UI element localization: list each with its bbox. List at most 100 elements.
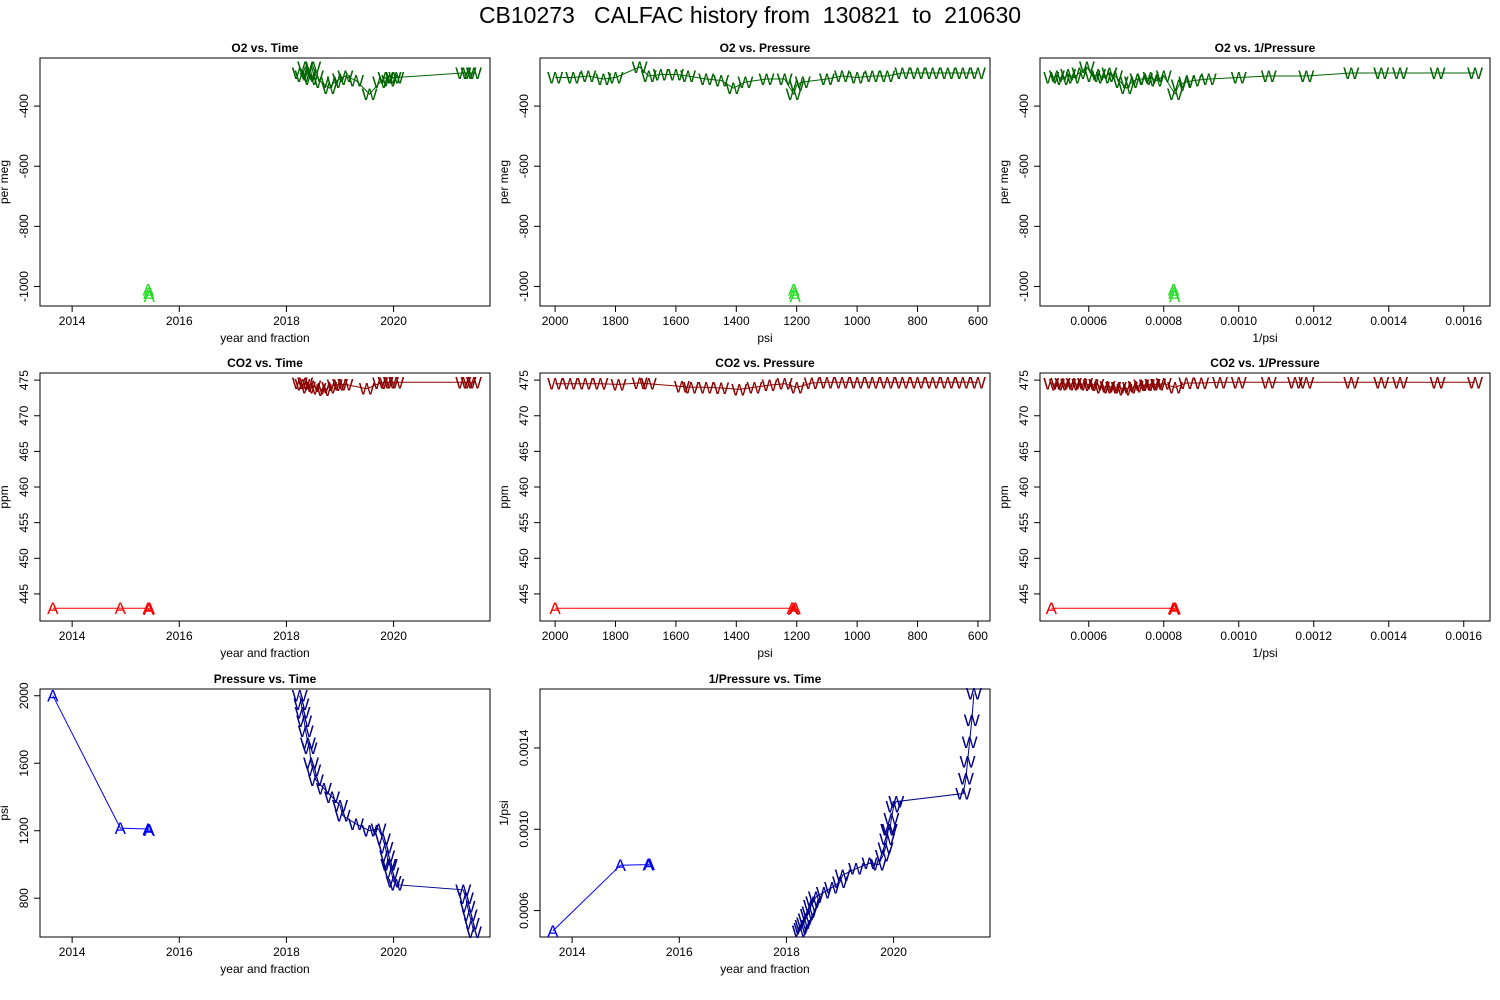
data-point-A: A xyxy=(115,819,127,838)
x-tick-label: 1600 xyxy=(663,629,690,643)
data-point-W: W xyxy=(379,847,395,866)
y-tick-label: 800 xyxy=(17,888,31,908)
data-point-W: W xyxy=(547,375,563,394)
x-tick-label: 2014 xyxy=(59,945,86,959)
data-point-W: W xyxy=(1373,64,1389,83)
data-point-W: W xyxy=(804,374,820,393)
data-point-W: W xyxy=(894,373,910,392)
x-axis-label: psi xyxy=(757,331,772,345)
x-axis-label: 1/psi xyxy=(1252,646,1277,660)
data-point-W: W xyxy=(316,780,332,799)
y-axis-label: ppm xyxy=(497,485,511,508)
series-line-W xyxy=(555,381,978,390)
data-point-W: W xyxy=(305,761,321,780)
data-point-W: W xyxy=(361,85,377,104)
data-point-W: W xyxy=(293,695,309,714)
x-tick-label: 0.0006 xyxy=(1070,629,1107,643)
x-tick-label: 1800 xyxy=(602,314,629,328)
data-point-W: W xyxy=(955,64,971,83)
data-point-W: W xyxy=(297,58,313,77)
data-point-W: W xyxy=(1043,69,1059,88)
data-point-W: W xyxy=(864,373,880,392)
data-point-W: W xyxy=(337,67,353,86)
data-point-W: W xyxy=(1094,378,1110,397)
x-tick-label: 2018 xyxy=(773,945,800,959)
data-point-W: W xyxy=(461,64,477,83)
data-point-A: A xyxy=(643,855,655,874)
data-point-W: W xyxy=(466,373,482,392)
y-tick-label: 460 xyxy=(517,477,531,497)
data-point-W: W xyxy=(300,734,316,753)
x-tick-label: 0.0012 xyxy=(1295,629,1332,643)
y-tick-label: -400 xyxy=(17,94,31,118)
data-point-W: W xyxy=(1201,70,1217,89)
x-tick-label: 2014 xyxy=(59,314,86,328)
data-point-W: W xyxy=(308,67,324,86)
data-point-W: W xyxy=(1171,76,1187,95)
x-tick-label: 2020 xyxy=(380,314,407,328)
data-point-W: W xyxy=(301,739,317,758)
chart-title: O2 vs. Time xyxy=(231,41,298,55)
data-point-W: W xyxy=(955,373,971,392)
x-tick-label: 1600 xyxy=(663,314,690,328)
data-point-W: W xyxy=(1101,64,1117,83)
x-tick-label: 2000 xyxy=(542,629,569,643)
data-point-W: W xyxy=(462,906,478,925)
chart-panel: O2 vs. Pressure psi per meg 2000 1800 1600 140… xyxy=(497,41,991,345)
plot-frame xyxy=(1039,372,1491,622)
series-line-A xyxy=(552,863,650,932)
data-point-W: W xyxy=(641,67,657,86)
data-point-W: W xyxy=(713,72,729,91)
data-point-W: W xyxy=(861,854,877,873)
data-point-W: W xyxy=(464,915,480,934)
y-axis-label: per meg xyxy=(497,160,511,204)
data-point-W: W xyxy=(383,864,399,883)
data-point-A: A xyxy=(1169,287,1181,306)
data-point-W: W xyxy=(386,872,402,891)
data-point-W: W xyxy=(300,378,316,397)
data-point-W: W xyxy=(461,373,477,392)
data-point-W: W xyxy=(1054,375,1070,394)
chart-panel: 1/Pressure vs. Time year and fraction 1/ps… xyxy=(497,672,991,976)
data-point-A: A xyxy=(788,600,800,619)
data-point-W: W xyxy=(879,830,895,849)
data-point-W: W xyxy=(592,375,608,394)
y-axis-label: psi xyxy=(0,805,11,820)
data-point-W: W xyxy=(1148,72,1164,91)
x-tick-label: 0.0006 xyxy=(1070,314,1107,328)
data-point-W: W xyxy=(1118,79,1134,98)
data-point-W: W xyxy=(321,79,337,98)
y-tick-label: 0.0010 xyxy=(517,811,531,848)
data-point-W: W xyxy=(819,70,835,89)
data-point-W: W xyxy=(388,373,404,392)
data-point-W: W xyxy=(793,919,809,938)
plot-frame xyxy=(39,688,491,938)
data-point-W: W xyxy=(796,914,812,933)
chart-title: CO2 vs. Pressure xyxy=(715,356,815,370)
data-point-W: W xyxy=(680,67,696,86)
data-point-W: W xyxy=(801,903,817,922)
data-point-W: W xyxy=(459,898,475,917)
y-tick-label: -600 xyxy=(17,154,31,178)
data-point-W: W xyxy=(795,73,811,92)
x-tick-label: 2018 xyxy=(273,945,300,959)
data-point-W: W xyxy=(1088,375,1104,394)
x-tick-label: 0.0010 xyxy=(1220,629,1257,643)
data-point-A: A xyxy=(547,922,559,941)
data-point-W: W xyxy=(1090,66,1106,85)
y-tick-label: 0.0006 xyxy=(517,892,531,929)
data-point-W: W xyxy=(878,839,894,858)
data-point-W: W xyxy=(455,64,471,83)
data-point-W: W xyxy=(303,70,319,89)
data-point-A: A xyxy=(143,820,155,839)
data-point-W: W xyxy=(378,69,394,88)
y-axis-label: per meg xyxy=(997,160,1011,204)
data-point-W: W xyxy=(337,375,353,394)
data-point-W: W xyxy=(1298,67,1314,86)
data-point-W: W xyxy=(883,809,899,828)
x-tick-label: 600 xyxy=(968,314,988,328)
y-tick-label: 445 xyxy=(17,584,31,604)
data-point-W: W xyxy=(1287,373,1303,392)
x-axis-label: 1/psi xyxy=(1252,331,1277,345)
